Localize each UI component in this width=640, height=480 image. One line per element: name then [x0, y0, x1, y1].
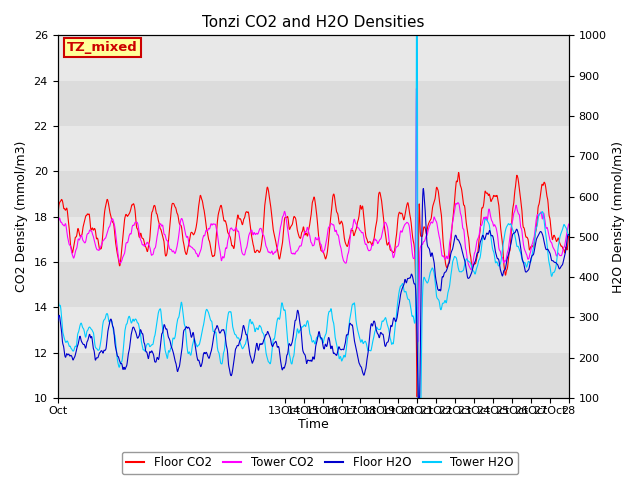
Bar: [58, 36, 569, 81]
Bar: [58, 171, 569, 216]
Text: TZ_mixed: TZ_mixed: [67, 41, 138, 54]
Bar: [58, 81, 569, 126]
Bar: [58, 353, 569, 398]
Bar: [58, 126, 569, 171]
X-axis label: Time: Time: [298, 419, 328, 432]
Title: Tonzi CO2 and H2O Densities: Tonzi CO2 and H2O Densities: [202, 15, 424, 30]
Y-axis label: CO2 Density (mmol/m3): CO2 Density (mmol/m3): [15, 141, 28, 292]
Y-axis label: H2O Density (mmol/m3): H2O Density (mmol/m3): [612, 141, 625, 293]
Bar: [58, 262, 569, 307]
Legend: Floor CO2, Tower CO2, Floor H2O, Tower H2O: Floor CO2, Tower CO2, Floor H2O, Tower H…: [122, 452, 518, 474]
Bar: [58, 307, 569, 353]
Bar: [58, 216, 569, 262]
